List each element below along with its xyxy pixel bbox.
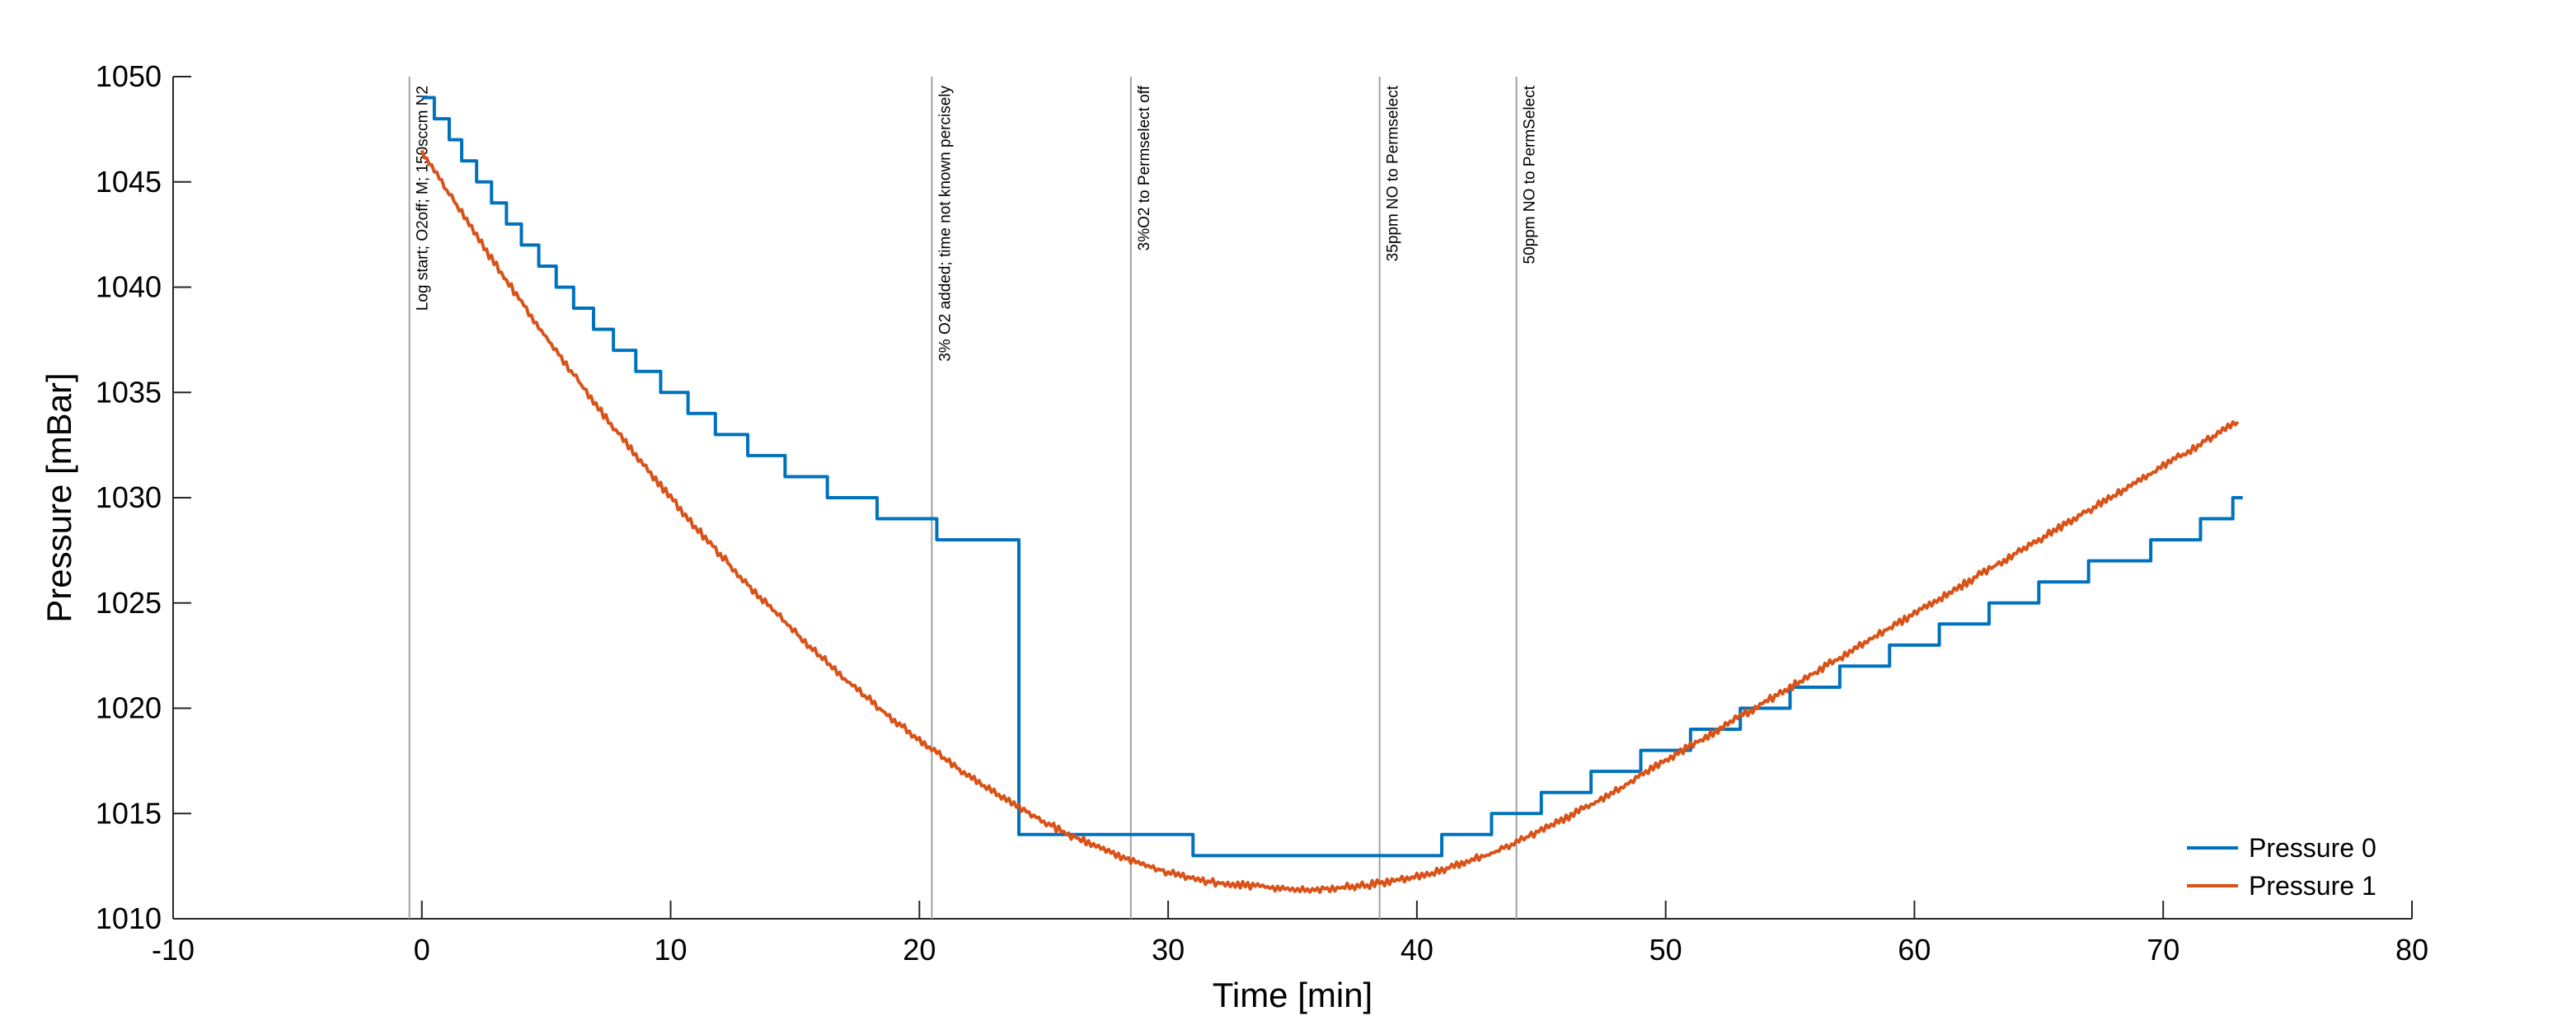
x-tick-label: 30: [1152, 933, 1185, 967]
x-ticks: -10 0 10 20 30 40 50 60 70 80: [152, 901, 2428, 967]
annotation-label: 3%O2 to Permselect off: [1136, 85, 1153, 250]
annotation-lines: Log start; O2off; M; 150sccm N2 3% O2 add…: [408, 77, 1539, 919]
x-tick-label: 70: [2147, 933, 2180, 967]
y-ticks: 1010 1015 1020 1025 1030 1035 1040 1045 1050: [96, 59, 191, 935]
x-tick-label: -10: [152, 933, 195, 967]
x-tick-label: 10: [655, 933, 687, 967]
y-axis-title: Pressure [mBar]: [40, 372, 78, 622]
y-tick-label: 1045: [96, 165, 162, 199]
annotation-label: Log start; O2off; M; 150sccm N2: [415, 86, 432, 311]
plot-area: Log start; O2off; M; 150sccm N2 3% O2 add…: [96, 59, 2428, 967]
x-tick-label: 60: [1898, 933, 1931, 967]
series-line-pressure-0: [421, 96, 2243, 858]
legend: Pressure 0 Pressure 1: [2187, 833, 2377, 901]
y-tick-label: 1020: [96, 691, 162, 725]
y-tick-label: 1030: [96, 480, 162, 514]
annotation-label: 3% O2 added; time not known percisely: [936, 86, 954, 362]
annotation-label: 50ppm NO to PermSelect: [1522, 85, 1539, 264]
x-tick-label: 0: [414, 933, 430, 967]
legend-label: Pressure 0: [2249, 833, 2377, 863]
x-tick-label: 20: [903, 933, 936, 967]
y-tick-label: 1015: [96, 796, 162, 830]
x-tick-label: 40: [1401, 933, 1433, 967]
x-tick-label: 80: [2395, 933, 2428, 967]
series-line-pressure-1: [420, 149, 2240, 894]
series-lines: [420, 96, 2243, 894]
y-tick-label: 1050: [96, 59, 162, 93]
x-tick-label: 50: [1649, 933, 1682, 967]
legend-label: Pressure 1: [2249, 871, 2377, 901]
y-tick-label: 1035: [96, 375, 162, 409]
y-tick-label: 1010: [96, 901, 162, 935]
y-tick-label: 1025: [96, 586, 162, 620]
annotation-label: 35ppm NO to Permselect: [1385, 85, 1402, 261]
x-axis-title: Time [min]: [1213, 976, 1372, 1014]
y-tick-label: 1040: [96, 270, 162, 304]
